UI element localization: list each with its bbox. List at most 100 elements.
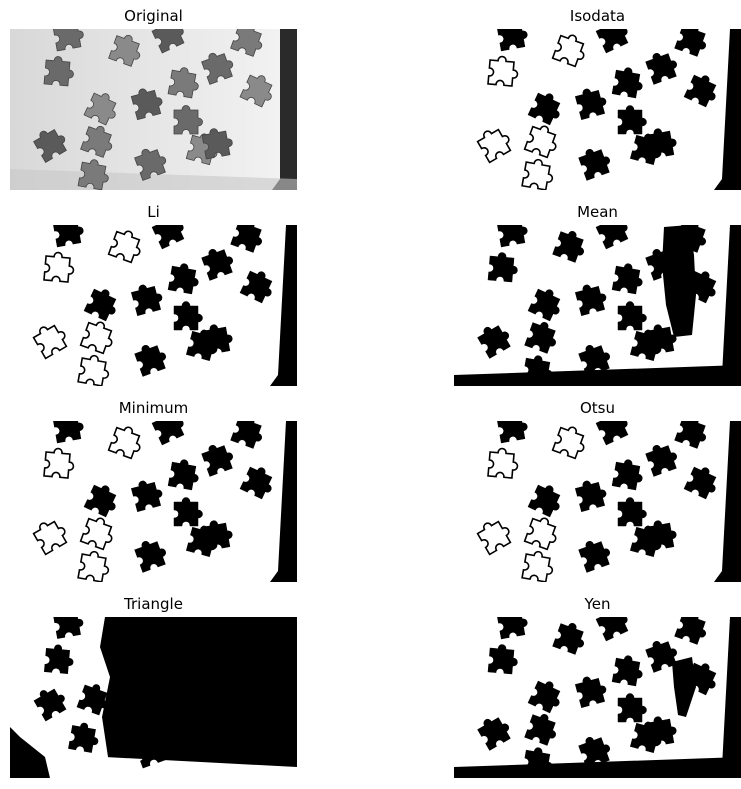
puzzle-piece	[487, 55, 519, 87]
puzzle-piece	[521, 550, 554, 582]
puzzle-piece	[32, 520, 68, 556]
panel-image	[10, 617, 297, 778]
puzzle-piece	[52, 421, 84, 444]
puzzle-piece	[611, 263, 643, 295]
puzzle-piece	[167, 67, 199, 99]
puzzle-piece	[43, 644, 74, 675]
image-canvas	[454, 29, 741, 190]
puzzle-piece	[167, 459, 199, 491]
puzzle-piece	[77, 550, 110, 582]
puzzle-piece	[130, 88, 163, 121]
puzzle-piece	[645, 641, 677, 673]
puzzle-piece	[574, 88, 607, 121]
puzzle-piece	[477, 717, 511, 751]
puzzle-piece	[33, 688, 67, 722]
panel-title: Original	[124, 7, 183, 25]
puzzle-piece	[527, 484, 561, 518]
puzzle-piece	[476, 520, 512, 556]
puzzle-piece	[496, 225, 528, 248]
puzzle-piece	[107, 426, 141, 460]
puzzle-piece	[496, 421, 528, 444]
dark-edge	[270, 225, 297, 386]
bright-strip	[105, 757, 297, 778]
puzzle-piece	[674, 29, 706, 57]
puzzle-piece	[77, 354, 110, 386]
puzzle-piece	[645, 716, 677, 748]
puzzle-piece	[578, 541, 610, 573]
puzzle-piece	[521, 355, 553, 386]
puzzle-piece	[134, 345, 166, 377]
puzzle-piece	[645, 249, 677, 281]
puzzle-piece	[487, 447, 519, 479]
puzzle-piece	[68, 722, 99, 753]
dark-edge	[714, 225, 741, 386]
puzzle-piece	[611, 67, 643, 99]
dark-edge	[272, 29, 297, 190]
panel-image	[454, 225, 741, 386]
panel-title: Li	[147, 203, 160, 221]
puzzle-piece	[595, 29, 629, 54]
puzzle-piece	[476, 128, 512, 164]
image-canvas	[10, 29, 297, 190]
puzzle-piece	[83, 288, 117, 322]
puzzle-piece	[496, 617, 528, 640]
puzzle-piece	[523, 125, 557, 159]
puzzle-piece	[524, 322, 556, 354]
puzzle-piece	[79, 517, 113, 551]
puzzle-piece	[521, 747, 553, 778]
puzzle-piece	[524, 714, 556, 746]
puzzle-piece	[674, 225, 706, 253]
puzzle-piece	[523, 517, 557, 551]
puzzle-piece	[201, 128, 233, 160]
puzzle-piece	[645, 53, 677, 85]
dark-edge	[714, 421, 741, 582]
puzzle-piece	[52, 29, 84, 52]
puzzle-piece	[230, 421, 262, 449]
puzzle-piece	[617, 693, 647, 723]
puzzle-piece	[239, 74, 273, 108]
puzzle-piece	[134, 737, 166, 769]
dark-blob	[672, 657, 696, 717]
puzzle-piece	[134, 541, 166, 573]
dark-edge	[714, 617, 741, 778]
puzzle-piece	[611, 655, 643, 687]
puzzle-piece	[674, 421, 706, 449]
puzzle-piece	[496, 29, 528, 52]
puzzle-piece	[527, 288, 561, 322]
puzzle-piece	[617, 105, 647, 135]
puzzle-piece	[79, 321, 113, 355]
puzzle-piece	[201, 324, 233, 356]
puzzle-piece	[76, 684, 108, 716]
dark-edge	[714, 29, 741, 190]
puzzle-piece	[167, 263, 199, 295]
image-canvas	[454, 421, 741, 582]
puzzle-piece	[574, 676, 607, 709]
image-canvas	[10, 617, 297, 778]
puzzle-piece	[674, 617, 706, 645]
puzzle-piece	[574, 284, 607, 317]
puzzle-piece	[239, 466, 273, 500]
puzzle-piece	[645, 324, 677, 356]
puzzle-piece	[617, 301, 647, 331]
puzzle-piece	[645, 128, 677, 160]
puzzle-piece	[52, 225, 84, 248]
puzzle-piece	[107, 230, 141, 264]
panel-image	[454, 29, 741, 190]
image-canvas	[10, 225, 297, 386]
puzzle-piece	[77, 159, 109, 190]
panel-title: Mean	[577, 203, 618, 221]
puzzle-piece	[683, 74, 717, 108]
puzzle-piece	[201, 52, 234, 85]
puzzle-piece	[551, 426, 585, 460]
puzzle-piece	[595, 421, 629, 446]
puzzle-piece	[201, 249, 233, 281]
puzzle-piece	[53, 617, 84, 639]
puzzle-piece	[80, 125, 113, 158]
puzzle-piece	[130, 480, 163, 513]
puzzle-piece	[173, 497, 203, 527]
image-canvas	[454, 225, 741, 386]
puzzle-piece	[645, 445, 677, 477]
puzzle-piece	[487, 644, 518, 675]
puzzle-piece	[201, 520, 233, 552]
puzzle-piece	[683, 662, 717, 696]
